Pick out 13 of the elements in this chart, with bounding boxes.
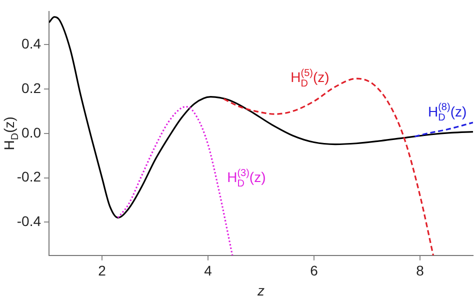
line-series bbox=[49, 16, 473, 218]
y-tick-label: -0.4 bbox=[16, 212, 42, 229]
x-tick-label: 4 bbox=[204, 262, 212, 279]
x-tick-label: 2 bbox=[98, 262, 106, 279]
y-axis-title: HD(z) bbox=[1, 116, 22, 150]
x-tick-label: 8 bbox=[416, 262, 424, 279]
y-tick-label: 0.0 bbox=[22, 124, 42, 140]
y-tick-label: -0.2 bbox=[16, 168, 42, 185]
line-series bbox=[414, 122, 473, 138]
y-tick-label: 0.2 bbox=[22, 80, 42, 96]
x-tick-label: 6 bbox=[310, 262, 318, 279]
x-axis-title: z bbox=[256, 282, 264, 298]
y-tick-label: 0.4 bbox=[22, 36, 42, 52]
